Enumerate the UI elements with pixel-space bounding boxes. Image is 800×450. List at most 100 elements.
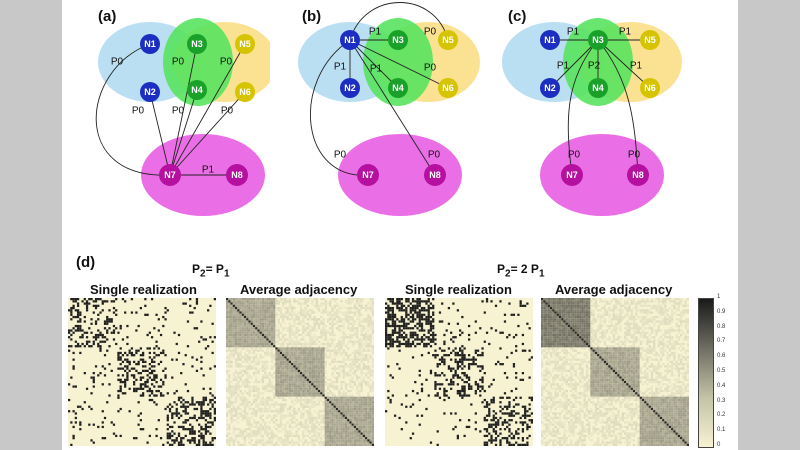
matrix-cell bbox=[261, 385, 265, 388]
matrix-cell bbox=[255, 302, 258, 305]
matrix-cell bbox=[367, 412, 370, 415]
matrix-cell bbox=[252, 304, 256, 307]
matrix-cell bbox=[351, 372, 354, 375]
matrix-cell bbox=[465, 358, 468, 361]
matrix-cell bbox=[360, 333, 363, 337]
matrix-cell bbox=[503, 421, 507, 424]
matrix-cell bbox=[142, 392, 145, 395]
matrix-cell bbox=[195, 443, 199, 446]
matrix-cell bbox=[563, 298, 566, 301]
matrix-cell bbox=[391, 345, 394, 348]
matrix-cell bbox=[228, 432, 231, 435]
matrix-cell bbox=[432, 298, 435, 301]
matrix-cell bbox=[243, 378, 247, 381]
matrix-cell bbox=[353, 403, 357, 406]
matrix-cell bbox=[432, 338, 435, 341]
matrix-cell bbox=[243, 437, 247, 440]
matrix-cell bbox=[308, 324, 312, 328]
matrix-cell bbox=[311, 401, 314, 404]
matrix-cell bbox=[463, 365, 466, 368]
matrix-cell bbox=[344, 354, 348, 357]
matrix-cell bbox=[261, 367, 265, 370]
matrix-cell bbox=[248, 309, 251, 312]
matrix-cell bbox=[549, 298, 553, 301]
matrix-cell bbox=[211, 423, 214, 426]
matrix-cell bbox=[324, 351, 327, 355]
matrix-cell bbox=[333, 425, 336, 429]
matrix-cell bbox=[317, 380, 321, 384]
matrix-cell bbox=[157, 385, 160, 388]
matrix-cell bbox=[344, 432, 348, 435]
matrix-cell bbox=[347, 306, 350, 310]
matrix-cell bbox=[447, 396, 451, 399]
matrix-cell bbox=[302, 398, 305, 402]
matrix-cell bbox=[124, 311, 127, 314]
matrix-cell bbox=[302, 358, 305, 361]
matrix-cell bbox=[416, 304, 419, 307]
matrix-cell bbox=[268, 306, 271, 310]
matrix-cell bbox=[315, 434, 318, 438]
matrix-cell bbox=[342, 401, 345, 404]
matrix-cell bbox=[270, 374, 274, 377]
matrix-cell bbox=[362, 412, 366, 415]
matrix-cell bbox=[286, 311, 289, 314]
matrix-cell bbox=[331, 403, 334, 406]
matrix-cell bbox=[398, 329, 401, 332]
matrix-cell bbox=[232, 313, 235, 316]
matrix-cell bbox=[333, 300, 336, 303]
matrix-cell bbox=[371, 309, 374, 312]
matrix-cell bbox=[291, 378, 294, 381]
matrix-cell bbox=[295, 318, 298, 321]
matrix-cell bbox=[490, 423, 493, 426]
matrix-cell bbox=[317, 401, 321, 404]
edge-weight-label: P0 bbox=[424, 27, 437, 38]
matrix-cell bbox=[317, 358, 321, 361]
matrix-cell bbox=[135, 437, 138, 440]
matrix-cell bbox=[306, 412, 309, 415]
matrix-cell bbox=[358, 298, 361, 301]
node-n4-label: N4 bbox=[392, 83, 404, 93]
matrix-cell bbox=[250, 345, 253, 348]
matrix-cell bbox=[443, 360, 446, 364]
matrix-cell bbox=[367, 318, 370, 321]
matrix-cell bbox=[277, 407, 280, 411]
matrix-cell bbox=[311, 385, 314, 388]
matrix-cell bbox=[279, 387, 283, 390]
matrix-cell bbox=[257, 410, 260, 413]
matrix-cell bbox=[159, 437, 163, 440]
matrix-cell bbox=[365, 443, 368, 446]
matrix-cell bbox=[135, 311, 138, 314]
matrix-cell bbox=[297, 358, 300, 361]
matrix-cell bbox=[200, 320, 203, 323]
matrix-cell bbox=[492, 428, 495, 431]
matrix-cell bbox=[261, 320, 265, 323]
matrix-cell bbox=[153, 401, 156, 404]
matrix-cell bbox=[436, 443, 439, 446]
node-n6-label: N6 bbox=[644, 83, 656, 93]
matrix-cell bbox=[275, 383, 278, 386]
matrix-cell bbox=[284, 367, 287, 370]
matrix-cell bbox=[128, 363, 131, 366]
matrix-cell bbox=[264, 336, 267, 339]
matrix-cell bbox=[284, 387, 287, 390]
matrix-cell bbox=[226, 387, 229, 390]
matrix-cell bbox=[494, 430, 498, 433]
matrix-cell bbox=[257, 333, 260, 337]
matrix-cell bbox=[387, 324, 390, 328]
left-margin bbox=[0, 0, 62, 450]
matrix-cell bbox=[302, 378, 305, 381]
matrix-cell bbox=[261, 401, 265, 404]
matrix-cell bbox=[257, 421, 260, 424]
matrix-cell bbox=[411, 315, 415, 319]
matrix-cell bbox=[450, 369, 453, 372]
matrix-cell bbox=[142, 354, 145, 357]
matrix-cell bbox=[270, 345, 274, 348]
matrix-cell bbox=[252, 365, 256, 368]
matrix-cell bbox=[195, 358, 199, 361]
matrix-cell bbox=[230, 437, 233, 440]
matrix-cell bbox=[293, 331, 296, 334]
matrix-cell bbox=[119, 363, 122, 366]
matrix-cell bbox=[211, 351, 214, 355]
matrix-cell bbox=[246, 356, 249, 359]
matrix-cell bbox=[333, 423, 336, 426]
